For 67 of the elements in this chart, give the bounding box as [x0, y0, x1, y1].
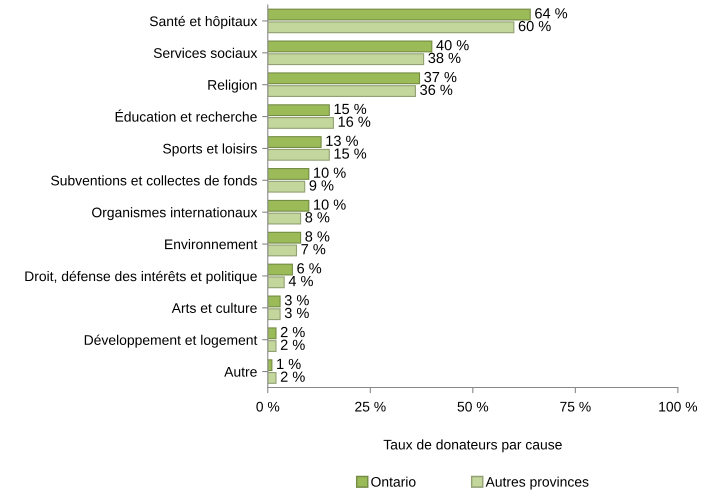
bar: [268, 327, 277, 340]
data-label: 3 %: [284, 295, 309, 306]
bar: [268, 372, 277, 384]
data-label: 2 %: [280, 372, 305, 382]
data-label: 15 %: [334, 104, 366, 114]
bar: [268, 180, 306, 193]
y-tick-label: Sports et loisirs: [163, 143, 257, 156]
bar: [268, 53, 424, 66]
data-label: 40 %: [436, 40, 469, 50]
bar: [268, 295, 281, 308]
y-tick-label: Services sociaux: [154, 48, 258, 58]
bar: [268, 168, 310, 180]
y-tick-label: Droit, défense des intérêts et politique: [25, 270, 257, 284]
data-label: 1 %: [277, 358, 301, 370]
bar: [268, 276, 285, 288]
data-label: 7 %: [301, 244, 326, 254]
bar: [268, 136, 322, 148]
y-tick-label: Développement et logement: [84, 334, 258, 348]
bar: [268, 232, 302, 244]
y-tick-label: Autre: [224, 367, 257, 377]
y-tick-label: Santé et hôpitaux: [150, 16, 258, 29]
bar: [268, 200, 310, 212]
data-label: 15 %: [334, 148, 366, 159]
bar: [268, 116, 334, 129]
y-tick-label: Religion: [208, 80, 256, 93]
x-tick-label: 50 %: [458, 402, 488, 412]
data-label: 38 %: [428, 52, 460, 64]
bar: [268, 21, 514, 34]
bar: [268, 8, 531, 21]
x-tick-label: 0 %: [256, 402, 280, 412]
x-axis-title: Taux de donateurs par cause: [384, 439, 562, 452]
data-label: 64 %: [535, 8, 568, 18]
bar: [268, 85, 416, 98]
data-label: 4 %: [288, 276, 313, 286]
data-label: 8 %: [305, 212, 330, 222]
y-tick-label: Subventions et collectes de fonds: [51, 175, 257, 186]
data-label: 6 %: [297, 263, 322, 274]
bar: [268, 244, 298, 256]
bar: [268, 104, 330, 116]
bar: [268, 212, 302, 225]
bar: [268, 148, 330, 161]
bar: [268, 264, 293, 276]
data-label: 8 %: [305, 231, 330, 242]
data-label: 16 %: [338, 116, 370, 127]
legend-label: Autres provinces: [486, 476, 588, 490]
data-label: 2 %: [280, 326, 305, 338]
x-tick-label: 75 %: [560, 402, 591, 412]
data-label: 36 %: [420, 84, 452, 95]
bar: [268, 40, 432, 52]
y-tick-label: Éducation et recherche: [116, 110, 257, 122]
legend-label: Ontario: [371, 476, 416, 487]
data-label: 10 %: [314, 199, 346, 210]
data-label: 13 %: [326, 136, 358, 146]
x-tick-label: 25 %: [355, 402, 386, 412]
data-label: 2 %: [280, 340, 305, 350]
bar: [268, 308, 281, 320]
data-label: 10 %: [314, 168, 346, 178]
y-tick-label: Arts et culture: [172, 302, 257, 313]
data-label: 37 %: [424, 72, 456, 82]
x-tick-label: 100 %: [659, 402, 698, 412]
y-tick-label: Organismes internationaux: [92, 207, 258, 220]
bar: [268, 340, 277, 352]
data-label: 3 %: [284, 308, 309, 318]
data-label: 9 %: [310, 180, 334, 191]
data-label: 60 %: [518, 20, 551, 32]
y-tick-label: Environnement: [165, 239, 258, 250]
bar: [268, 72, 420, 84]
